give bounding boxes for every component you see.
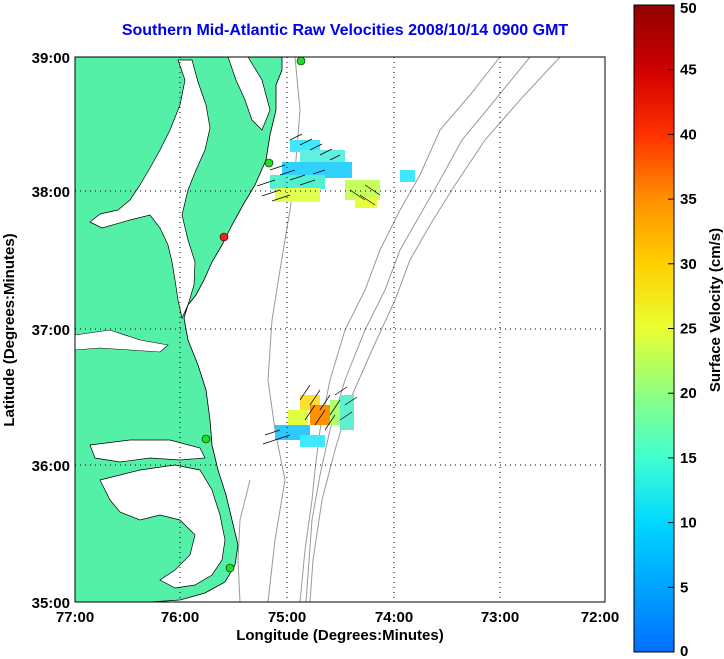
x-axis-label: Longitude (Degrees:Minutes): [236, 627, 444, 644]
map-title: Southern Mid-Atlantic Raw Velocities 200…: [121, 22, 569, 39]
albemarle-sound: [89, 439, 206, 463]
colorbar-tick-label: 5: [680, 579, 688, 596]
chesapeake-bay: [89, 59, 211, 320]
y-tick-label: 36:00: [32, 458, 70, 475]
y-axis: 39:00 38:00 37:00 36:00 35:00 Latitude (…: [1, 50, 70, 612]
colorbar-tick-label: 30: [680, 256, 697, 273]
y-tick-label: 39:00: [32, 50, 70, 67]
colorbar-label: Surface Velocity (cm/s): [707, 228, 724, 392]
colorbar-tick-label: 10: [680, 515, 697, 532]
x-tick-label: 73:00: [481, 609, 519, 626]
colorbar-tick-label: 45: [680, 62, 697, 79]
x-tick-label: 77:00: [56, 609, 94, 626]
map-grid: [75, 57, 605, 602]
station-marker: [264, 158, 274, 168]
station-marker: [225, 563, 235, 573]
velocity-vectors: [256, 133, 381, 445]
river-mouth: [75, 329, 169, 353]
colorbar-tick-label: 50: [680, 0, 697, 17]
colorbar-tick-label: 35: [680, 191, 697, 208]
colorbar-tick-label: 15: [680, 450, 697, 467]
colorbar-tick-label: 0: [680, 643, 688, 659]
x-axis: 77:00 76:00 75:00 74:00 73:00 72:00 Long…: [56, 609, 619, 644]
x-tick-label: 72:00: [581, 609, 619, 626]
y-axis-label: Latitude (Degrees:Minutes): [1, 233, 18, 426]
plot-border: [74, 56, 606, 603]
colorbar-tick-label: 20: [680, 385, 697, 402]
colorbar-tick-label: 25: [680, 321, 697, 338]
pamlico-sound: [99, 464, 226, 589]
x-tick-label: 75:00: [268, 609, 306, 626]
delaware-bay: [227, 57, 271, 131]
colorbar-gradient: [633, 4, 675, 653]
y-tick-label: 38:00: [32, 184, 70, 201]
station-marker-red: [219, 232, 229, 242]
station-marker: [296, 57, 306, 66]
y-tick-label: 35:00: [32, 595, 70, 612]
x-tick-label: 76:00: [161, 609, 199, 626]
x-tick-label: 74:00: [375, 609, 413, 626]
y-tick-label: 37:00: [32, 322, 70, 339]
station-marker: [201, 434, 211, 444]
velocity-field-south: [275, 395, 354, 447]
colorbar-tick-label: 40: [680, 126, 697, 143]
